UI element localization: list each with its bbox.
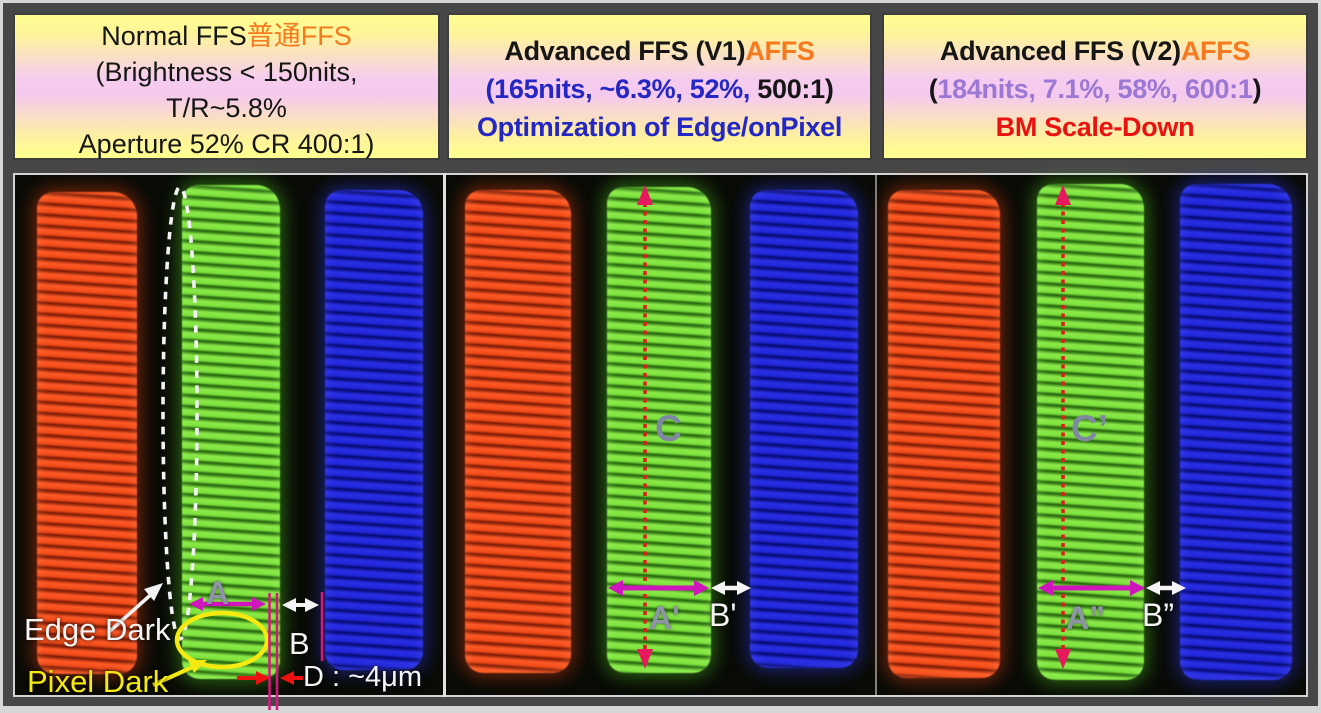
header-spec-line: (184nits, 7.1%, 58%, 600:1) [884, 70, 1306, 108]
header-spec-brightness: (Brightness < 150nits, [95, 57, 358, 87]
header-title-line: Advanced FFS (V1)AFFS [449, 32, 870, 70]
header-spec-cr: 500:1) [750, 74, 834, 104]
width-a1-arrow [608, 580, 709, 596]
header-spec-aperture: Aperture 52% CR 400:1) [78, 129, 375, 159]
header-title: Advanced FFS (V1) [504, 36, 746, 66]
panel3-red-subpixel [888, 190, 1000, 678]
gap-b-label: B [289, 626, 310, 661]
gap-b1-label: B' [709, 597, 737, 633]
panel-divider [875, 173, 877, 697]
gap-b-arrow [282, 598, 319, 612]
height-c2-label: C’ [1071, 408, 1108, 449]
width-a1-label: A' [649, 600, 680, 636]
header-panel-affs-v1: Advanced FFS (V1)AFFS (165nits, ~6.3%, 5… [447, 13, 872, 160]
header-note-bm-scaledown: BM Scale-Down [995, 112, 1195, 142]
pixel-dark-label: Pixel Dark [27, 664, 169, 699]
header-spec-line: (165nits, ~6.3%, 52%, 500:1) [449, 70, 870, 108]
height-c-arrow [637, 185, 653, 669]
header-panel-normal-ffs: Normal FFS普通FFS (Brightness < 150nits, T… [13, 13, 440, 160]
width-a-arrow [189, 597, 266, 611]
header-title: Normal FFS [101, 21, 247, 51]
header-note-optimization: Optimization of Edge/onPixel [476, 112, 843, 142]
header-title-cn: 普通FFS [246, 21, 352, 51]
header-spec-values: 184nits, 7.1%, 58%, 600:1 [937, 74, 1253, 104]
spacing-d-arrows [237, 671, 303, 685]
header-spec-paren: ) [1252, 74, 1262, 104]
height-c2-arrow [1055, 185, 1071, 669]
edge-dark-ellipse [161, 185, 199, 641]
gap-b2-arrow [1146, 581, 1186, 595]
gap-b2-label: B” [1142, 597, 1174, 633]
panel-divider [443, 173, 446, 697]
panel1-blue-subpixel [325, 190, 423, 670]
edge-dark-label: Edge Dark [24, 612, 171, 647]
width-a-label: A [206, 575, 230, 611]
spacing-d-label: D : ~4μm [303, 661, 423, 693]
panel2-blue-subpixel [750, 190, 858, 668]
height-c-label: C [655, 408, 682, 449]
panel2-green-subpixel [607, 187, 711, 673]
header-title-line: Normal FFS普通FFS [15, 18, 438, 54]
header-spec-tr: T/R~5.8% [166, 93, 287, 123]
measurement-overlay [108, 185, 1186, 710]
pixel-dark-arrow-icon [152, 660, 207, 687]
header-title-accent: AFFS [1180, 36, 1251, 66]
header-title-accent: AFFS [745, 36, 815, 66]
header-spec-paren: ( [928, 74, 938, 104]
panel2-red-subpixel [465, 190, 571, 673]
gap-b1-arrow [711, 581, 751, 595]
pixel-dark-ellipse [174, 610, 270, 670]
panel3-blue-subpixel [1180, 184, 1292, 680]
panel3-green-subpixel [1037, 184, 1144, 680]
width-a2-label: A” [1066, 600, 1106, 636]
header-panel-affs-v2: Advanced FFS (V2)AFFS (184nits, 7.1%, 58… [882, 13, 1308, 160]
header-title: Advanced FFS (V2) [939, 36, 1181, 66]
header-title-line: Advanced FFS (V2)AFFS [884, 32, 1306, 70]
header-spec-values: (165nits, ~6.3%, 52%, [485, 74, 751, 104]
width-a2-arrow [1038, 580, 1145, 596]
panel1-red-subpixel [37, 192, 137, 674]
edge-dark-arrow-icon [108, 583, 163, 633]
